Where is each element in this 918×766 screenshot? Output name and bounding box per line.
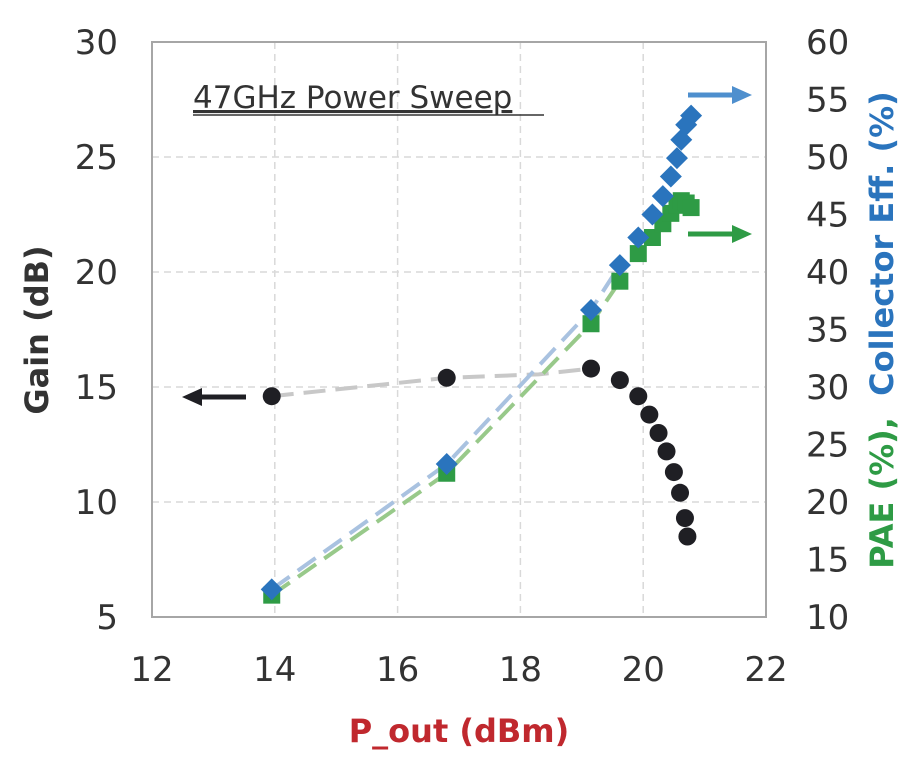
y-right-axis-title: PAE (%), Collector Eff. (%) [863,91,901,569]
data-markers [260,104,703,604]
y-right-tick-label: 15 [806,541,849,581]
x-tick-label: 12 [130,650,173,690]
trend-lines [270,264,622,597]
pae-right-arrow-icon [688,225,752,243]
chart-title: 47GHz Power Sweep [193,80,512,116]
y-right-tick-label: 35 [806,311,849,351]
y-right-tick-label: 25 [806,426,849,466]
y-left-tick-label: 25 [75,138,118,178]
series-axis-arrows [182,86,752,406]
gain-point [664,463,683,482]
collector-eff-point [580,298,603,321]
x-axis-title: P_out (dBm) [349,712,570,750]
collector-eff-point [641,203,664,226]
gain-point [262,387,281,406]
y-left-tick-label: 5 [96,598,118,638]
collector-eff-trend-line [270,264,622,592]
collector-eff-point [435,453,458,476]
gain-point [629,387,648,406]
gain-left-arrow-icon [182,388,246,406]
collector-eff-point [680,104,703,127]
y-right-tick-label: 50 [806,138,849,178]
collector-eff-point [659,165,682,188]
gain-point [671,483,690,502]
y-right-tick-label: 45 [806,196,849,236]
y-right-tick-label: 60 [806,23,849,63]
y-left-tick-label: 10 [75,483,118,523]
collector-eff-point [608,254,631,277]
grid-lines [152,42,766,617]
gain-point [678,527,697,546]
y-right-tick-label: 30 [806,368,849,408]
gain-point [640,405,659,424]
y-right-axis-title-pae: PAE (%), [863,417,901,569]
collector-eff-point [665,147,688,170]
collector-eff-right-arrow-icon [688,86,752,104]
y-right-tick-label: 55 [806,81,849,121]
x-tick-label: 14 [253,650,296,690]
x-tick-label: 20 [622,650,665,690]
y-left-tick-label: 15 [75,368,118,408]
y-left-tick-label: 30 [75,23,118,63]
gain-point [437,368,456,387]
x-tick-label: 22 [744,650,787,690]
y-left-tick-labels: 5 10 15 20 25 30 [75,23,118,638]
gain-point [675,509,694,528]
pae-point [682,199,700,217]
y-left-tick-label: 20 [75,253,118,293]
pae-trend-line [270,280,622,597]
x-tick-labels: 12 14 16 18 20 22 [130,650,787,690]
y-right-tick-label: 10 [806,598,849,638]
gain-point [582,359,601,378]
gain-point [649,424,668,442]
pae-point [611,272,629,290]
y-right-tick-labels: 10 15 20 25 30 35 40 45 50 55 60 [806,23,849,638]
gain-trend-line [271,366,592,399]
y-right-axis-title-ce: Collector Eff. (%) [863,91,901,396]
y-right-tick-label: 20 [806,483,849,523]
x-tick-label: 18 [499,650,542,690]
collector-eff-point [651,185,674,208]
pae-point [582,315,600,333]
plot-area-frame [151,41,767,618]
pae-point [629,245,647,263]
pae-point [643,229,661,246]
y-right-tick-label: 40 [806,253,849,293]
x-tick-label: 16 [376,650,419,690]
gain-point [657,442,676,461]
gain-point [610,371,629,390]
collector-eff-point [260,578,283,601]
y-left-axis-title: Gain (dB) [18,245,56,414]
collector-eff-point [627,226,650,249]
